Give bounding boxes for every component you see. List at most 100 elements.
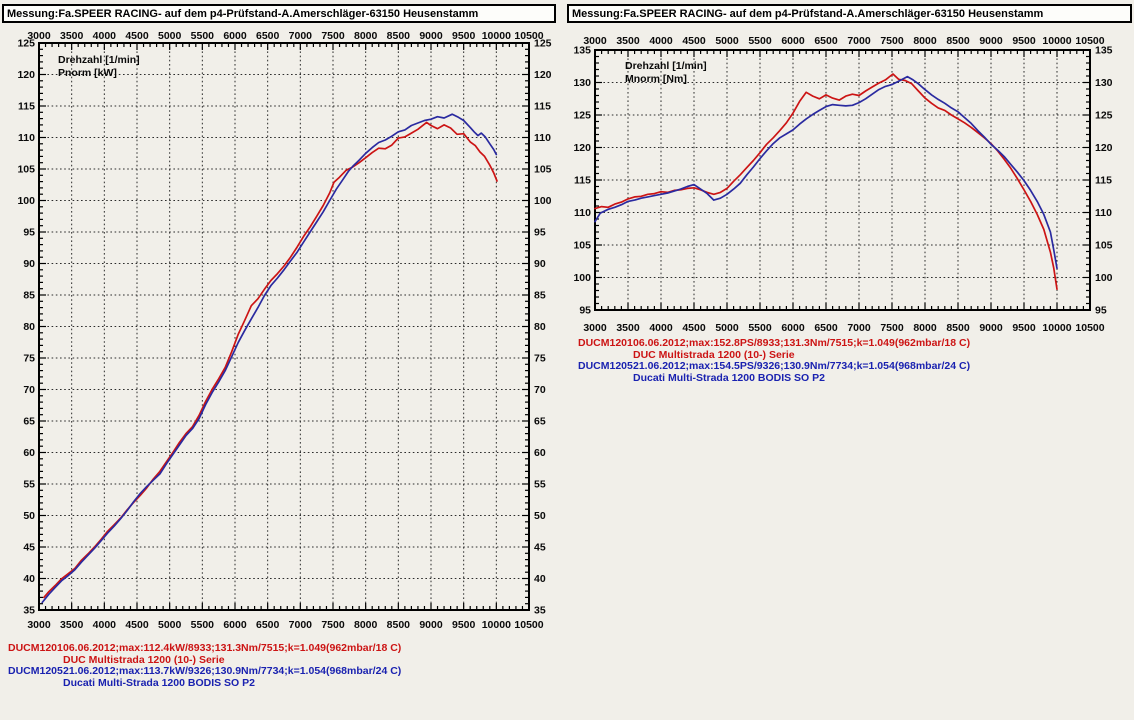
svg-text:10000: 10000 (1042, 35, 1071, 47)
svg-text:115: 115 (534, 101, 551, 113)
svg-text:10500: 10500 (1075, 35, 1104, 47)
svg-text:8500: 8500 (946, 322, 970, 334)
svg-text:4000: 4000 (649, 322, 673, 334)
svg-text:6500: 6500 (256, 619, 280, 631)
legend-torque: DUCM1201 06.06.2012;max:152.8PS/8933;131… (578, 337, 971, 384)
legend-run-id: DUCM1205 (8, 665, 63, 678)
svg-text:105: 105 (17, 164, 35, 176)
svg-text:9500: 9500 (452, 619, 476, 631)
svg-text:80: 80 (534, 321, 546, 333)
svg-text:105: 105 (534, 164, 552, 176)
svg-text:130: 130 (1095, 77, 1113, 89)
svg-text:10000: 10000 (482, 619, 511, 631)
svg-text:100: 100 (17, 195, 35, 207)
svg-text:40: 40 (23, 573, 35, 585)
svg-text:135: 135 (1095, 45, 1113, 57)
svg-text:8000: 8000 (354, 619, 378, 631)
svg-text:120: 120 (534, 69, 552, 81)
svg-text:8000: 8000 (354, 30, 378, 42)
svg-text:3500: 3500 (60, 30, 84, 42)
svg-text:10500: 10500 (514, 619, 543, 631)
svg-text:10000: 10000 (482, 30, 511, 42)
svg-text:9000: 9000 (979, 322, 1003, 334)
svg-text:3500: 3500 (616, 35, 640, 47)
svg-text:55: 55 (534, 479, 546, 491)
svg-text:6500: 6500 (256, 30, 280, 42)
torque-chart-panel: Messung:Fa.SPEER RACING- auf dem p4-Prüf… (565, 0, 1134, 720)
x-axis-label-torque: Drehzahl [1/min] (625, 60, 707, 72)
svg-text:130: 130 (573, 77, 591, 89)
curve-DUCM1205 (41, 113, 498, 604)
svg-text:6500: 6500 (814, 322, 838, 334)
legend-run-summary: 06.06.2012;max:152.8PS/8933;131.3Nm/7515… (633, 337, 971, 349)
svg-text:3500: 3500 (60, 619, 84, 631)
svg-text:8500: 8500 (387, 619, 411, 631)
legend-run-id: DUCM1201 (578, 337, 633, 349)
svg-text:3000: 3000 (27, 619, 51, 631)
svg-text:35: 35 (534, 605, 546, 617)
svg-text:9000: 9000 (979, 35, 1003, 47)
legend-vehicle: DUC Multistrada 1200 (10-) Serie (63, 653, 225, 666)
svg-text:4500: 4500 (125, 619, 149, 631)
axis-ticks (38, 42, 530, 611)
svg-text:55: 55 (23, 479, 35, 491)
svg-text:5500: 5500 (191, 30, 215, 42)
svg-text:7000: 7000 (289, 30, 313, 42)
svg-text:7500: 7500 (880, 322, 904, 334)
svg-text:3000: 3000 (583, 322, 607, 334)
power-chart: 3000 3000 3500 3500 4000 4000 4500 4500 5000 5000… (17, 30, 552, 631)
svg-text:9000: 9000 (419, 30, 443, 42)
svg-text:100: 100 (534, 195, 552, 207)
legend-run-summary: 21.06.2012;max:154.5PS/9326;130.9Nm/7734… (633, 360, 971, 373)
svg-text:120: 120 (1095, 142, 1113, 154)
svg-text:100: 100 (1095, 272, 1113, 284)
svg-text:6000: 6000 (223, 619, 247, 631)
svg-text:8000: 8000 (913, 322, 937, 334)
legend-run-id: DUCM1201 (8, 642, 63, 654)
svg-text:10500: 10500 (1075, 322, 1104, 334)
x-axis-label-power: Drehzahl [1/min] (58, 54, 140, 66)
legend-run-summary: 06.06.2012;max:112.4kW/8933;131.3Nm/7515… (63, 642, 402, 654)
svg-text:9000: 9000 (419, 619, 443, 631)
svg-text:105: 105 (573, 240, 591, 252)
svg-text:80: 80 (23, 321, 35, 333)
svg-text:6000: 6000 (223, 30, 247, 42)
y-axis-label-torque: Mnorm [Nm] (625, 73, 687, 85)
svg-text:35: 35 (23, 605, 35, 617)
gridlines (39, 43, 529, 610)
svg-text:6000: 6000 (781, 322, 805, 334)
svg-text:5000: 5000 (158, 619, 182, 631)
svg-text:8500: 8500 (946, 35, 970, 47)
svg-text:110: 110 (18, 132, 35, 144)
svg-text:60: 60 (534, 447, 546, 459)
legend-vehicle: Ducati Multi-Strada 1200 BODIS SO P2 (63, 676, 255, 689)
svg-text:5500: 5500 (191, 619, 215, 631)
svg-text:7500: 7500 (321, 619, 345, 631)
svg-text:10500: 10500 (514, 30, 543, 42)
svg-text:3000: 3000 (583, 35, 607, 47)
svg-text:5000: 5000 (158, 30, 182, 42)
svg-text:40: 40 (534, 573, 546, 585)
svg-text:4000: 4000 (93, 30, 117, 42)
svg-text:135: 135 (573, 45, 591, 57)
svg-text:7000: 7000 (847, 322, 871, 334)
svg-text:50: 50 (534, 510, 546, 522)
svg-text:6500: 6500 (814, 35, 838, 47)
svg-text:90: 90 (534, 258, 546, 270)
svg-text:125: 125 (17, 38, 35, 50)
svg-text:75: 75 (534, 353, 546, 365)
svg-text:5500: 5500 (748, 322, 772, 334)
svg-text:90: 90 (23, 258, 35, 270)
axis-ticks (594, 49, 1091, 311)
svg-text:9500: 9500 (452, 30, 476, 42)
legend-power: DUCM1201 06.06.2012;max:112.4kW/8933;131… (8, 642, 402, 690)
svg-text:95: 95 (1095, 305, 1107, 317)
svg-text:100: 100 (573, 272, 591, 284)
svg-text:75: 75 (23, 353, 35, 365)
svg-text:6000: 6000 (781, 35, 805, 47)
legend-spacer (8, 678, 63, 690)
svg-text:7000: 7000 (289, 619, 313, 631)
svg-text:105: 105 (1095, 240, 1113, 252)
svg-text:65: 65 (534, 416, 546, 428)
svg-text:9500: 9500 (1012, 322, 1036, 334)
